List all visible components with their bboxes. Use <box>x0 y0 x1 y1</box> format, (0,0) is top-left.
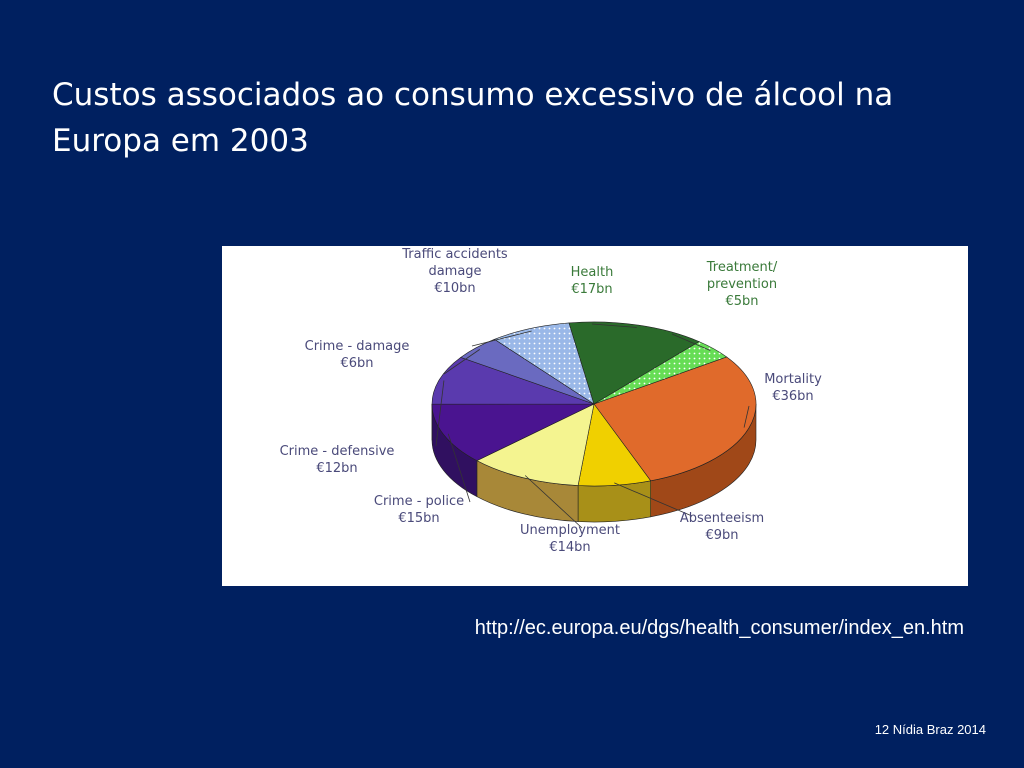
pie-slice-2 <box>476 403 595 486</box>
pie-label-1: Absenteeism €9bn <box>680 511 764 543</box>
source-link[interactable]: http://ec.europa.eu/dgs/health_consumer/… <box>474 617 964 639</box>
pie-label-3: Crime - police €15bn <box>374 494 464 526</box>
pie-label-2: Unemployment €14bn <box>520 523 620 555</box>
pie-chart: Mortality €36bn Absenteeism €9bn Unemploymen… <box>280 247 823 555</box>
pie-leader-line-8 <box>671 333 711 351</box>
pie-slice-8 <box>593 341 728 405</box>
pie-slice-4 <box>431 357 595 405</box>
pie-leader-line-0 <box>743 405 750 428</box>
pie-leader-line-1 <box>614 482 693 517</box>
pie-leader-line-2 <box>524 475 583 529</box>
slide-title: Custos associados ao consumo excessivo d… <box>52 77 894 159</box>
pie-leader-line-3 <box>447 433 471 503</box>
chart-panel: Mortality €36bn Absenteeism €9bn Unemploymen… <box>222 246 968 586</box>
pie-leader-line-5 <box>443 349 481 375</box>
pie-label-6: Traffic accidents damage €10bn <box>401 247 508 296</box>
pie-slice-side-1 <box>577 480 651 523</box>
pie-label-5: Crime - damage €6bn <box>305 339 410 371</box>
slide-footer: 12 Nídia Braz 2014 <box>874 722 986 737</box>
pie-slice-3 <box>431 403 595 461</box>
pie-slice-0 <box>593 356 757 482</box>
pie-leader-line-6 <box>471 330 532 347</box>
pie-label-0: Mortality €36bn <box>764 372 822 404</box>
pie-leader-line-7 <box>591 323 637 328</box>
pie-label-7: Health €17bn <box>571 265 614 297</box>
pie-leader-line-4 <box>435 380 445 447</box>
pie-label-4: Crime - defensive €12bn <box>280 444 395 476</box>
pie-slice-7 <box>568 321 700 405</box>
pie-label-8: Treatment/prevention €5bn <box>706 260 778 309</box>
